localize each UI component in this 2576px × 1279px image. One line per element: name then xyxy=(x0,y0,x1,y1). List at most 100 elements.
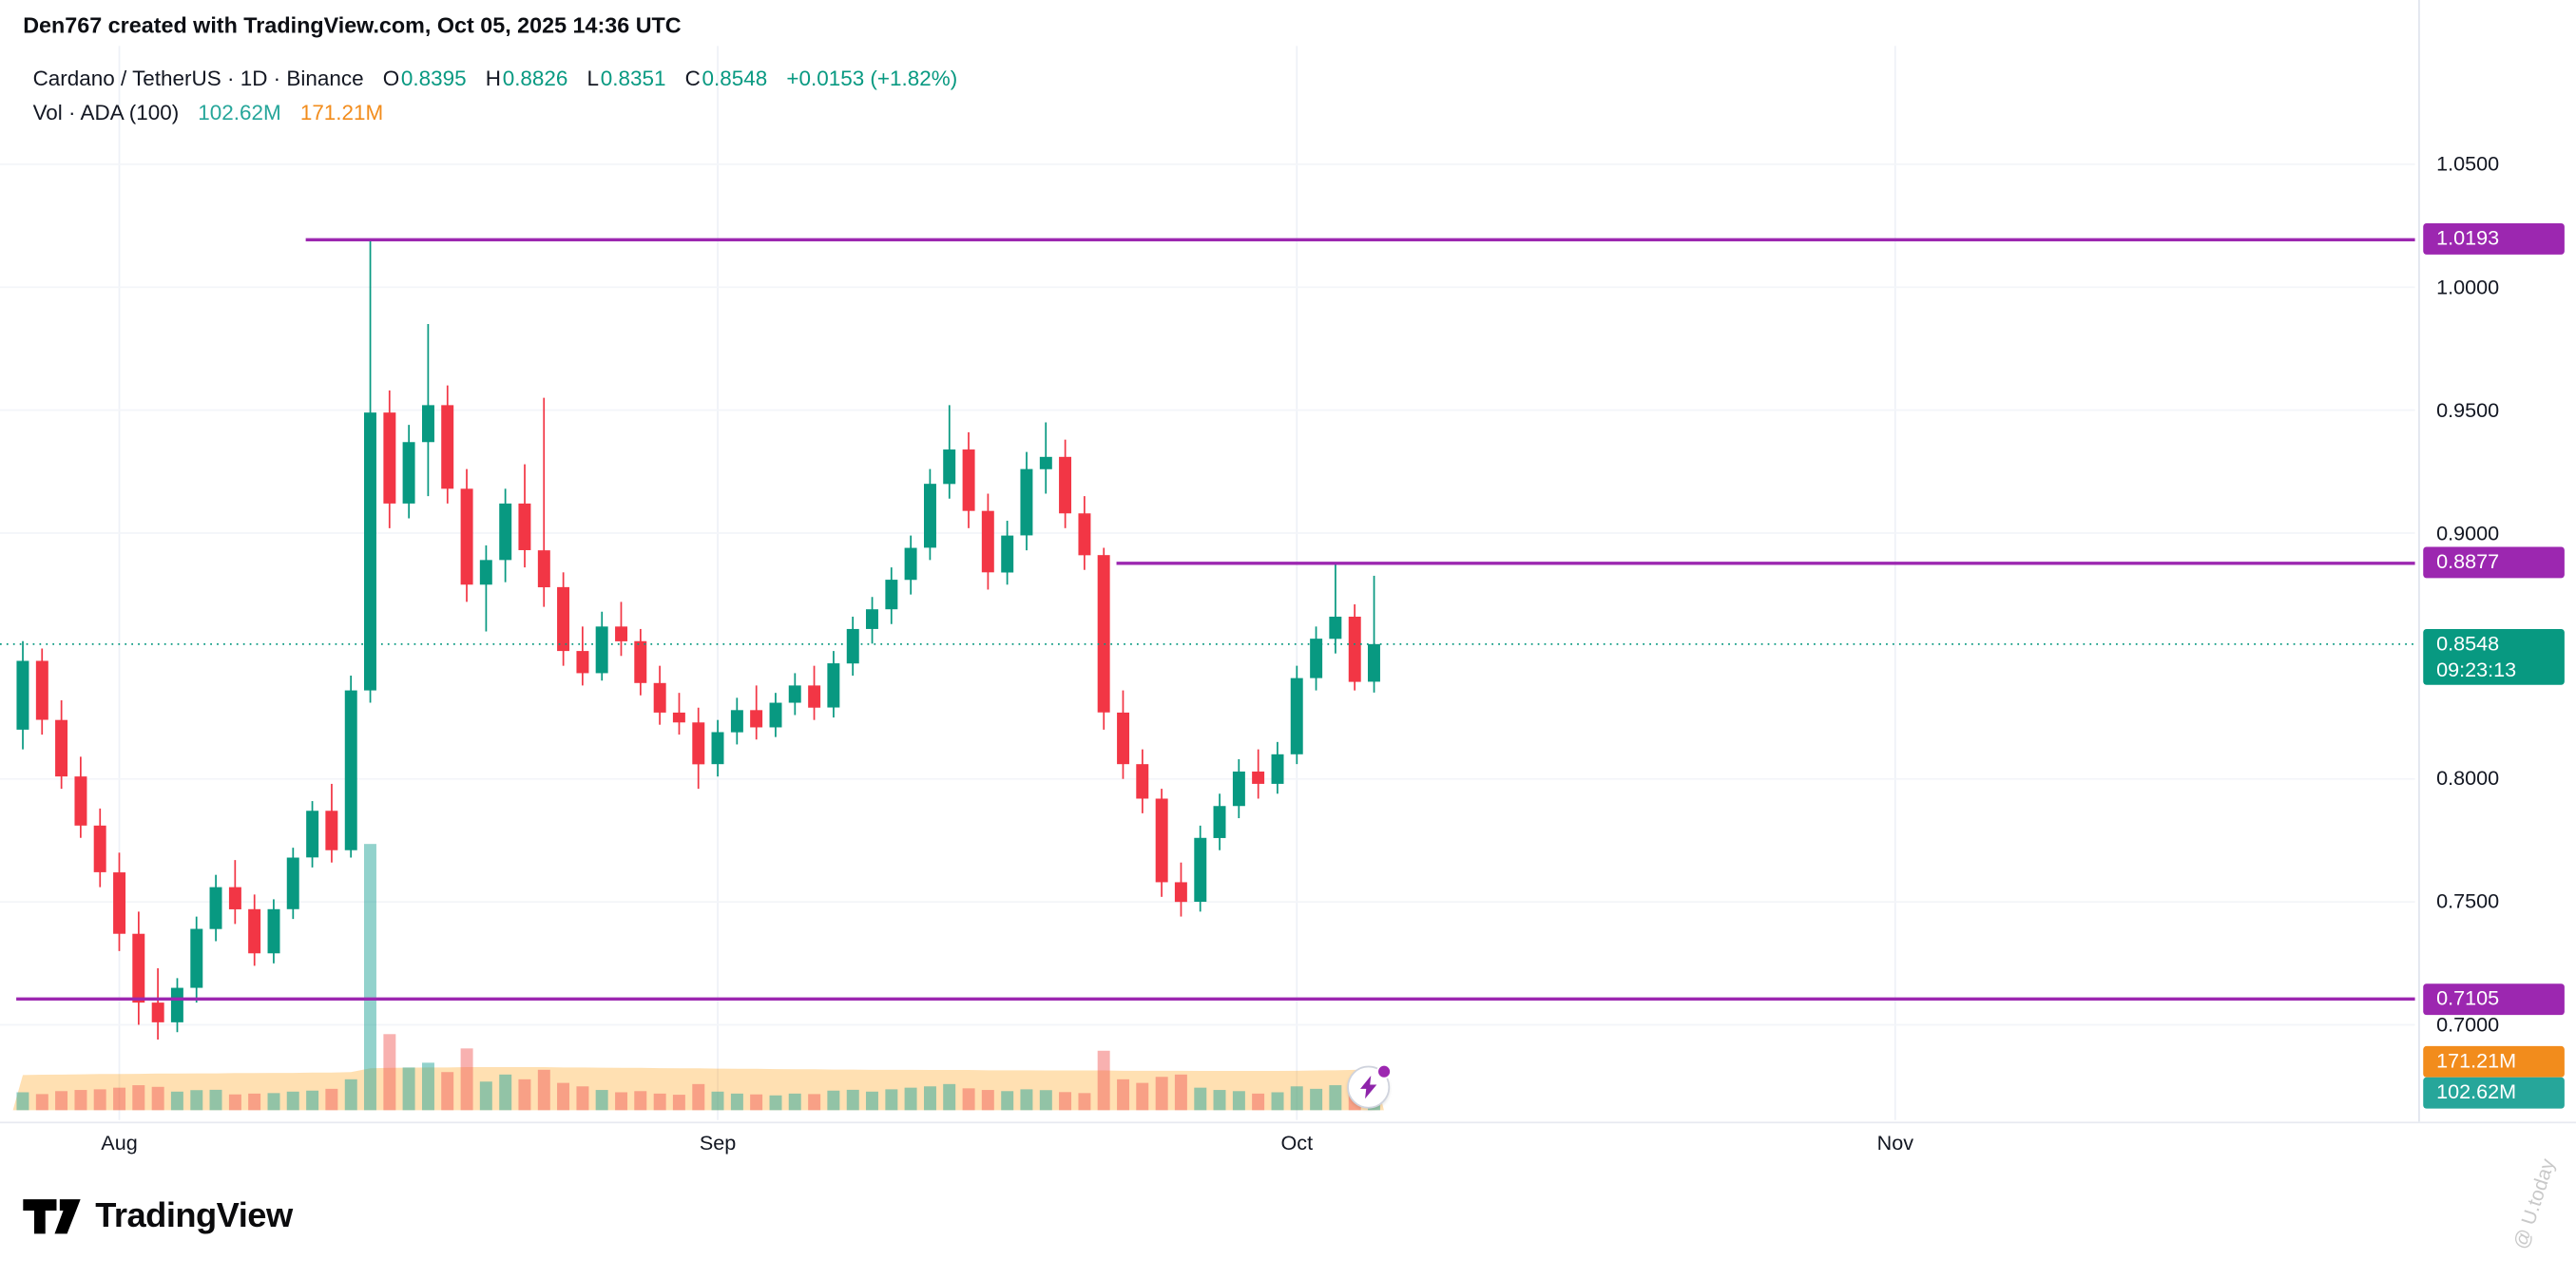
candle-body xyxy=(16,660,29,730)
volume-bar xyxy=(1117,1079,1130,1111)
candle-body xyxy=(55,719,68,777)
volume-bar xyxy=(35,1094,48,1111)
volume-bar xyxy=(808,1094,821,1111)
candle-body xyxy=(422,405,434,443)
quick-action-button[interactable] xyxy=(1347,1063,1392,1109)
volume-bar xyxy=(1252,1093,1265,1111)
volume-bar xyxy=(923,1086,936,1111)
candle-body xyxy=(557,586,570,652)
price-axis[interactable]: 1.0500 1.0000 0.9500 0.9000 0.8000 0.7500 0.70… xyxy=(2418,0,2576,1122)
change-value: +0.0153 (+1.82%) xyxy=(786,66,958,91)
candle-body xyxy=(1097,555,1110,713)
lightning-icon xyxy=(1360,1076,1377,1099)
candle-body xyxy=(1020,468,1033,536)
volume-bar xyxy=(1097,1050,1110,1111)
volume-bar xyxy=(402,1067,415,1111)
volume-bar xyxy=(672,1095,685,1111)
time-tick-label: Aug xyxy=(101,1131,138,1155)
volume-bar xyxy=(383,1034,396,1111)
volume-bar xyxy=(344,1079,357,1111)
candle-body xyxy=(248,908,261,954)
candle-body xyxy=(846,628,859,664)
volume-bar xyxy=(422,1062,434,1111)
symbol-title[interactable]: Cardano / TetherUS · 1D · Binance xyxy=(32,66,364,91)
candle-body xyxy=(190,928,203,988)
volume-bar xyxy=(1232,1091,1245,1111)
candle-body xyxy=(1252,771,1265,784)
tradingview-logo[interactable]: TradingView xyxy=(23,1196,293,1236)
volume-bar xyxy=(74,1090,87,1111)
volume-bar xyxy=(267,1093,280,1111)
candle-body xyxy=(692,722,705,765)
candle-body xyxy=(479,560,492,585)
candle-body xyxy=(151,1002,164,1022)
candle-body xyxy=(1078,513,1091,556)
volume-indicator-title[interactable]: Vol · ADA (100) xyxy=(32,100,180,125)
volume-bar xyxy=(962,1088,975,1111)
candle-body xyxy=(904,547,917,581)
candle-body xyxy=(1290,678,1303,754)
chart-legend: Cardano / TetherUS · 1D · Binance O 0.839… xyxy=(33,61,958,130)
candle-body xyxy=(865,609,878,629)
volume-bar xyxy=(363,844,376,1111)
volume-bar xyxy=(1078,1093,1091,1111)
volume-bar xyxy=(865,1091,878,1111)
candle-body xyxy=(730,710,743,733)
open-label: O xyxy=(382,66,400,91)
candle-body xyxy=(1059,456,1072,514)
candle-body xyxy=(402,442,415,504)
candle-body xyxy=(93,825,106,872)
candle-body xyxy=(499,503,512,561)
volume-bar xyxy=(132,1085,145,1111)
candle-body xyxy=(170,987,183,1022)
volume-bar xyxy=(885,1089,898,1111)
candle-body xyxy=(1001,535,1014,573)
candle-body xyxy=(1367,643,1380,682)
volume-bar xyxy=(190,1090,203,1111)
volume-bar xyxy=(286,1091,299,1111)
candle-body xyxy=(344,690,357,850)
volume-ma-badge: 171.21M xyxy=(2423,1045,2565,1077)
volume-bar xyxy=(16,1092,29,1111)
low-value: 0.8351 xyxy=(600,66,666,91)
volume-bar xyxy=(904,1087,917,1111)
candle-body xyxy=(750,710,763,728)
price-tick-label: 0.9500 xyxy=(2436,398,2500,422)
candle-body xyxy=(1232,771,1245,807)
candle-body xyxy=(1310,639,1323,678)
volume-bar xyxy=(113,1087,126,1111)
volume-bar xyxy=(653,1093,666,1111)
volume-bar xyxy=(1310,1088,1323,1111)
candle-body xyxy=(228,887,241,909)
volume-bar xyxy=(730,1093,743,1111)
tradingview-logo-text: TradingView xyxy=(95,1196,293,1235)
volume-bar xyxy=(750,1094,763,1111)
candle-body xyxy=(827,663,840,708)
volume-bar xyxy=(55,1091,68,1111)
candle-body xyxy=(1136,764,1149,799)
candle-body xyxy=(113,872,126,934)
volume-bar xyxy=(692,1083,705,1111)
volume-bar xyxy=(557,1082,570,1111)
candle-body xyxy=(788,685,801,703)
current-price-badge: 0.8548 09:23:13 xyxy=(2423,628,2565,685)
close-label: C xyxy=(684,66,701,91)
volume-bar xyxy=(1136,1082,1149,1111)
volume-bar xyxy=(788,1093,801,1111)
time-tick-label: Nov xyxy=(1876,1131,1914,1155)
candle-body xyxy=(1213,806,1226,838)
notification-dot xyxy=(1376,1063,1392,1079)
volume-bar xyxy=(1271,1092,1284,1111)
volume-bar xyxy=(943,1083,956,1111)
volume-bar xyxy=(1039,1090,1052,1111)
close-value: 0.8548 xyxy=(702,66,768,91)
candle-body xyxy=(267,908,280,954)
price-level-badge: 0.8877 xyxy=(2423,547,2565,580)
volume-bar xyxy=(595,1090,608,1111)
time-axis[interactable]: Aug Sep Oct Nov xyxy=(0,1121,2576,1183)
volume-bar xyxy=(325,1088,338,1111)
low-label: L xyxy=(586,66,600,91)
high-label: H xyxy=(485,66,501,91)
time-tick-label: Sep xyxy=(699,1131,737,1155)
